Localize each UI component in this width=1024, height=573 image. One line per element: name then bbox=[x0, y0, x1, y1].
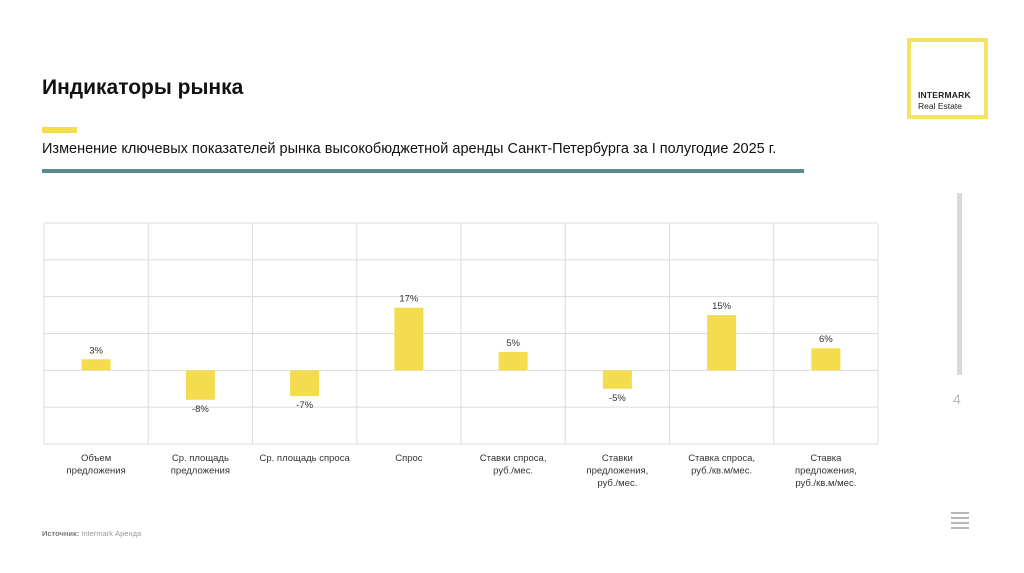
category-label-5: Ставки спроса, руб./мес. bbox=[480, 453, 547, 477]
data-label-8: 6% bbox=[819, 334, 833, 345]
bar-4 bbox=[394, 307, 424, 371]
category-label-4: Спрос bbox=[395, 453, 423, 464]
data-label-6: -5% bbox=[609, 393, 626, 404]
data-label-1: 3% bbox=[89, 345, 103, 356]
data-label-5: 5% bbox=[506, 338, 520, 349]
title-accent-bar bbox=[42, 127, 77, 133]
bar-2 bbox=[185, 370, 215, 400]
source-label: Источник: bbox=[42, 529, 80, 538]
bar-7 bbox=[707, 315, 737, 371]
source-value: Intermark Аренда bbox=[81, 529, 142, 538]
category-label-6: Ставки предложения, руб./мес. bbox=[586, 453, 648, 489]
bar-3 bbox=[290, 370, 320, 397]
bar-5 bbox=[498, 351, 528, 371]
category-label-3: Ср. площадь спроса bbox=[260, 453, 351, 464]
category-label-7: Ставка спроса, руб./кв.м/мес. bbox=[688, 453, 755, 477]
data-label-3: -7% bbox=[296, 400, 313, 411]
data-label-7: 15% bbox=[712, 301, 732, 312]
category-label-1: Объем предложения bbox=[67, 453, 126, 477]
category-label-2: Ср. площадь предложения bbox=[171, 453, 230, 477]
bar-8 bbox=[811, 348, 841, 371]
source-note: Источник: Intermark Аренда bbox=[42, 529, 141, 538]
chart-subtitle: Изменение ключевых показателей рынка выс… bbox=[42, 141, 777, 157]
logo-tagline: Real Estate bbox=[918, 101, 962, 111]
hamburger-menu-icon[interactable] bbox=[951, 512, 969, 529]
page-number: 4 bbox=[953, 391, 961, 407]
data-label-2: -8% bbox=[192, 404, 209, 415]
subtitle-divider bbox=[42, 169, 804, 173]
category-label-8: Ставка предложения, руб./кв.м/мес. bbox=[795, 453, 857, 489]
page-title: Индикаторы рынка bbox=[42, 76, 244, 99]
logo-name: INTERMARK bbox=[918, 90, 971, 100]
slide-progress-bar bbox=[957, 193, 962, 375]
intermark-logo: INTERMARK Real Estate bbox=[907, 38, 988, 119]
bar-6 bbox=[602, 370, 632, 389]
data-label-4: 17% bbox=[399, 294, 419, 305]
bar-1 bbox=[81, 359, 111, 371]
